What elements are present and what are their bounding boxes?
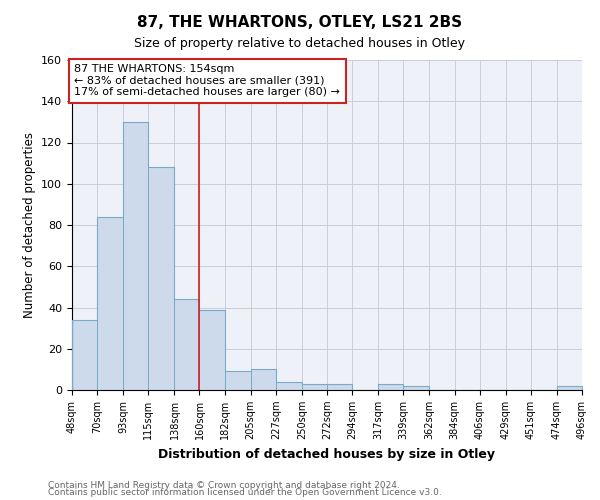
Text: 87, THE WHARTONS, OTLEY, LS21 2BS: 87, THE WHARTONS, OTLEY, LS21 2BS xyxy=(137,15,463,30)
Text: 87 THE WHARTONS: 154sqm
← 83% of detached houses are smaller (391)
17% of semi-d: 87 THE WHARTONS: 154sqm ← 83% of detache… xyxy=(74,64,340,98)
Y-axis label: Number of detached properties: Number of detached properties xyxy=(23,132,35,318)
Text: Size of property relative to detached houses in Otley: Size of property relative to detached ho… xyxy=(134,38,466,51)
Text: Contains public sector information licensed under the Open Government Licence v3: Contains public sector information licen… xyxy=(48,488,442,497)
X-axis label: Distribution of detached houses by size in Otley: Distribution of detached houses by size … xyxy=(158,448,496,460)
Text: Contains HM Land Registry data © Crown copyright and database right 2024.: Contains HM Land Registry data © Crown c… xyxy=(48,480,400,490)
